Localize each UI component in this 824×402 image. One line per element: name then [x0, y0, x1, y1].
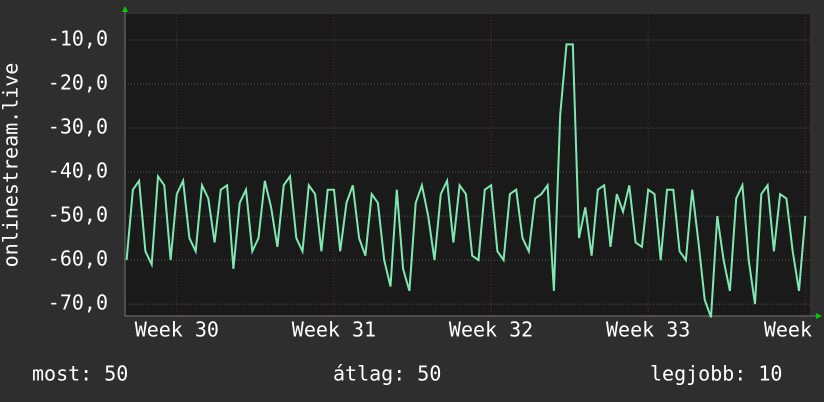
x-tick-label: Week 30 [135, 318, 219, 342]
plot-area [125, 14, 810, 316]
footer-best: legjobb: 10 [650, 362, 782, 386]
y-tick-label: -70,0 [48, 291, 108, 315]
data-line [125, 43, 807, 318]
y-tick-label: -60,0 [48, 247, 108, 271]
x-tick-label: Week 31 [292, 318, 376, 342]
y-tick-label: -20,0 [48, 70, 108, 94]
y-axis-label: onlinestream.live [0, 63, 23, 268]
x-tick-label: Week 32 [449, 318, 533, 342]
y-tick-label: -40,0 [48, 159, 108, 183]
y-tick-label: -30,0 [48, 115, 108, 139]
footer-current: most: 50 [32, 362, 128, 386]
y-tick-label: -10,0 [48, 26, 108, 50]
x-arrow [816, 313, 822, 319]
y-tick-label: -50,0 [48, 203, 108, 227]
footer-average: átlag: 50 [333, 362, 441, 386]
x-tick-label: Week 33 [606, 318, 690, 342]
x-tick-label: Week [764, 318, 812, 342]
y-arrow [122, 6, 128, 12]
